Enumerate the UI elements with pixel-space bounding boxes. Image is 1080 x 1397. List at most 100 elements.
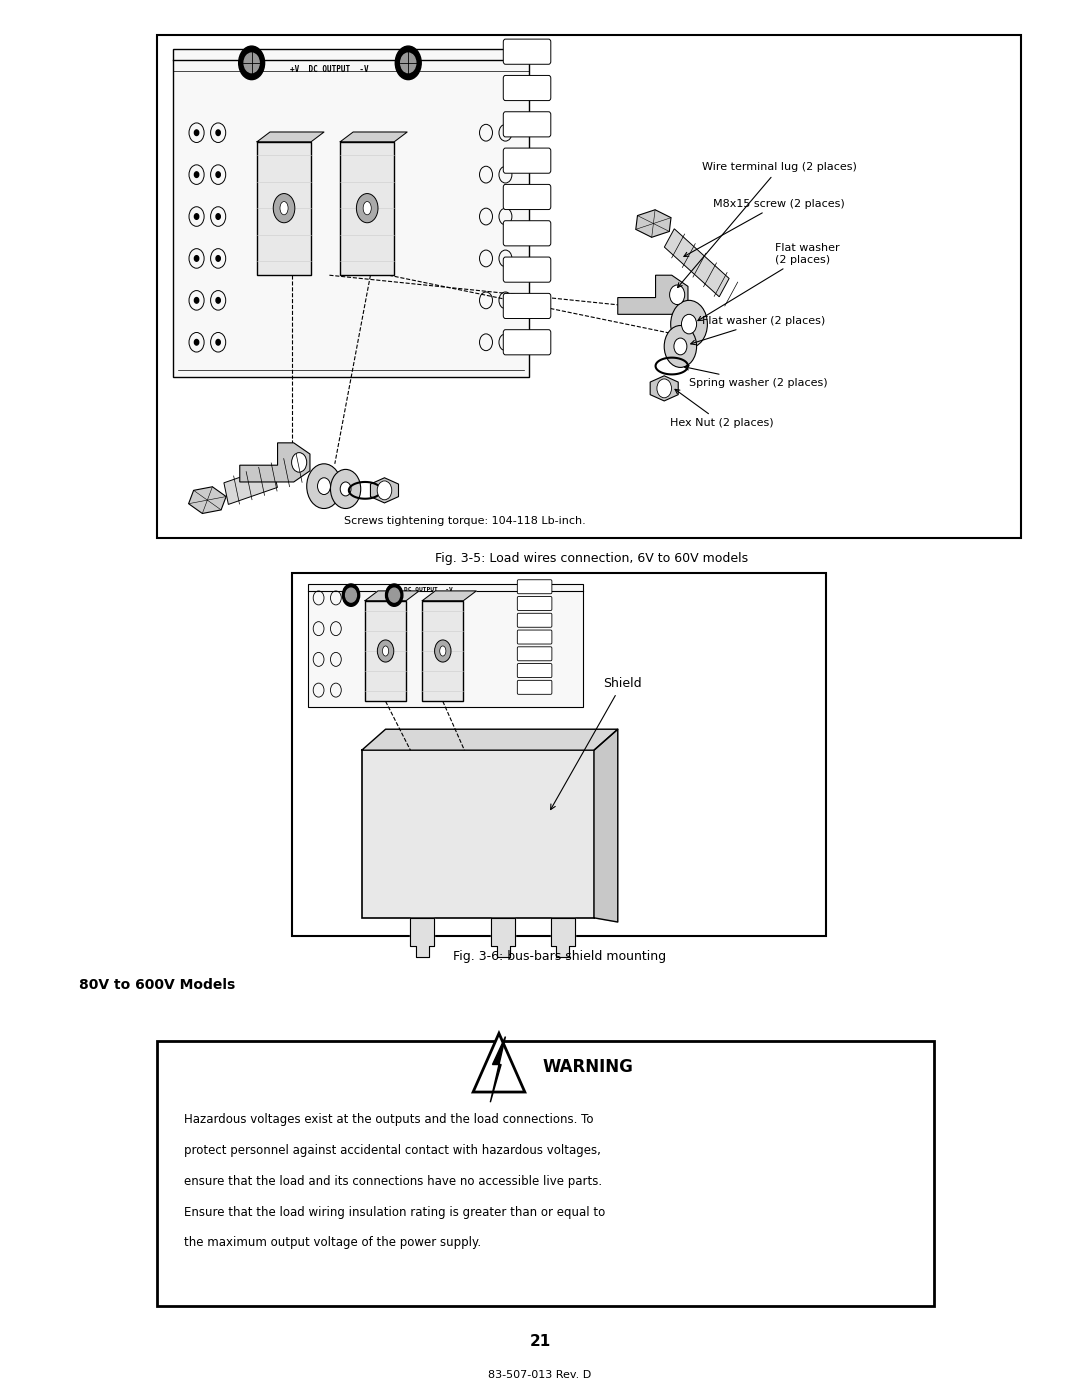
Text: Spring washer (2 places): Spring washer (2 places) xyxy=(685,366,827,387)
FancyBboxPatch shape xyxy=(257,142,311,275)
Circle shape xyxy=(401,53,416,73)
FancyBboxPatch shape xyxy=(517,680,552,694)
Text: Flat washer (2 places): Flat washer (2 places) xyxy=(691,316,825,345)
Ellipse shape xyxy=(382,645,389,657)
Text: Fig. 3-5: Load wires connection, 6V to 60V models: Fig. 3-5: Load wires connection, 6V to 6… xyxy=(435,552,748,566)
Circle shape xyxy=(340,482,351,496)
Circle shape xyxy=(194,130,199,136)
Polygon shape xyxy=(240,443,310,482)
FancyBboxPatch shape xyxy=(517,647,552,661)
FancyBboxPatch shape xyxy=(503,112,551,137)
Text: 83-507-013 Rev. D: 83-507-013 Rev. D xyxy=(488,1369,592,1380)
Circle shape xyxy=(342,584,360,606)
Polygon shape xyxy=(370,478,399,503)
FancyBboxPatch shape xyxy=(503,257,551,282)
FancyBboxPatch shape xyxy=(503,330,551,355)
FancyBboxPatch shape xyxy=(503,184,551,210)
Text: the maximum output voltage of the power supply.: the maximum output voltage of the power … xyxy=(184,1236,481,1249)
Circle shape xyxy=(389,588,400,602)
Circle shape xyxy=(216,172,220,177)
FancyBboxPatch shape xyxy=(308,584,583,707)
Polygon shape xyxy=(362,729,618,750)
FancyBboxPatch shape xyxy=(340,142,394,275)
Circle shape xyxy=(657,379,672,398)
Circle shape xyxy=(194,256,199,261)
Text: Wire terminal lug (2 places): Wire terminal lug (2 places) xyxy=(677,162,856,288)
Circle shape xyxy=(194,298,199,303)
Ellipse shape xyxy=(363,201,372,215)
Circle shape xyxy=(292,453,307,472)
Ellipse shape xyxy=(434,640,451,662)
Text: M8x15 screw (2 places): M8x15 screw (2 places) xyxy=(684,198,845,257)
FancyBboxPatch shape xyxy=(517,613,552,627)
Polygon shape xyxy=(664,229,729,296)
Circle shape xyxy=(664,326,697,367)
FancyBboxPatch shape xyxy=(503,75,551,101)
Ellipse shape xyxy=(280,201,288,215)
Polygon shape xyxy=(224,465,278,504)
Polygon shape xyxy=(340,133,407,142)
Circle shape xyxy=(194,214,199,219)
Polygon shape xyxy=(422,591,476,601)
Text: +V  DC OUTPUT  -V: +V DC OUTPUT -V xyxy=(291,66,368,74)
FancyBboxPatch shape xyxy=(517,664,552,678)
Circle shape xyxy=(671,300,707,348)
Text: Shield: Shield xyxy=(551,678,642,809)
Polygon shape xyxy=(365,591,419,601)
Circle shape xyxy=(216,214,220,219)
Text: Fig. 3-6: bus-bars shield mounting: Fig. 3-6: bus-bars shield mounting xyxy=(453,950,666,964)
Circle shape xyxy=(216,339,220,345)
Text: Screws tightening torque: 104-118 Lb-inch.: Screws tightening torque: 104-118 Lb-inc… xyxy=(343,515,585,527)
Circle shape xyxy=(194,339,199,345)
Circle shape xyxy=(395,46,421,80)
Text: WARNING: WARNING xyxy=(542,1059,633,1076)
FancyBboxPatch shape xyxy=(517,580,552,594)
FancyBboxPatch shape xyxy=(517,597,552,610)
Circle shape xyxy=(346,588,356,602)
FancyBboxPatch shape xyxy=(517,630,552,644)
Text: Flat washer
(2 places): Flat washer (2 places) xyxy=(698,243,840,321)
Circle shape xyxy=(216,298,220,303)
Polygon shape xyxy=(189,486,226,514)
Text: Hazardous voltages exist at the outputs and the load connections. To: Hazardous voltages exist at the outputs … xyxy=(184,1113,593,1126)
Polygon shape xyxy=(490,1037,505,1102)
FancyBboxPatch shape xyxy=(503,148,551,173)
Circle shape xyxy=(194,172,199,177)
Circle shape xyxy=(330,469,361,509)
Text: ensure that the load and its connections have no accessible live parts.: ensure that the load and its connections… xyxy=(184,1175,602,1187)
Text: Ensure that the load wiring insulation rating is greater than or equal to: Ensure that the load wiring insulation r… xyxy=(184,1206,605,1218)
Ellipse shape xyxy=(356,194,378,222)
Ellipse shape xyxy=(273,194,295,222)
Circle shape xyxy=(216,256,220,261)
Circle shape xyxy=(681,314,697,334)
Text: +V  DC OUTPUT  -V: +V DC OUTPUT -V xyxy=(389,587,454,592)
Polygon shape xyxy=(594,729,618,922)
Text: protect personnel against accidental contact with hazardous voltages,: protect personnel against accidental con… xyxy=(184,1144,600,1157)
FancyBboxPatch shape xyxy=(362,750,594,918)
Polygon shape xyxy=(551,918,575,957)
Polygon shape xyxy=(618,275,688,314)
Circle shape xyxy=(244,53,259,73)
Circle shape xyxy=(307,464,341,509)
Text: 80V to 600V Models: 80V to 600V Models xyxy=(79,978,235,992)
Ellipse shape xyxy=(377,640,394,662)
Circle shape xyxy=(216,130,220,136)
Ellipse shape xyxy=(440,645,446,657)
Circle shape xyxy=(239,46,265,80)
FancyBboxPatch shape xyxy=(173,49,529,377)
Text: 21: 21 xyxy=(529,1334,551,1348)
Polygon shape xyxy=(473,1034,525,1092)
FancyBboxPatch shape xyxy=(503,221,551,246)
Polygon shape xyxy=(491,918,515,957)
Polygon shape xyxy=(650,376,678,401)
Polygon shape xyxy=(257,133,324,142)
FancyBboxPatch shape xyxy=(503,39,551,64)
Polygon shape xyxy=(636,210,671,237)
Circle shape xyxy=(670,285,685,305)
Circle shape xyxy=(386,584,403,606)
Text: Hex Nut (2 places): Hex Nut (2 places) xyxy=(670,390,773,427)
Circle shape xyxy=(674,338,687,355)
Circle shape xyxy=(377,481,392,500)
FancyBboxPatch shape xyxy=(365,601,406,701)
Circle shape xyxy=(318,478,330,495)
